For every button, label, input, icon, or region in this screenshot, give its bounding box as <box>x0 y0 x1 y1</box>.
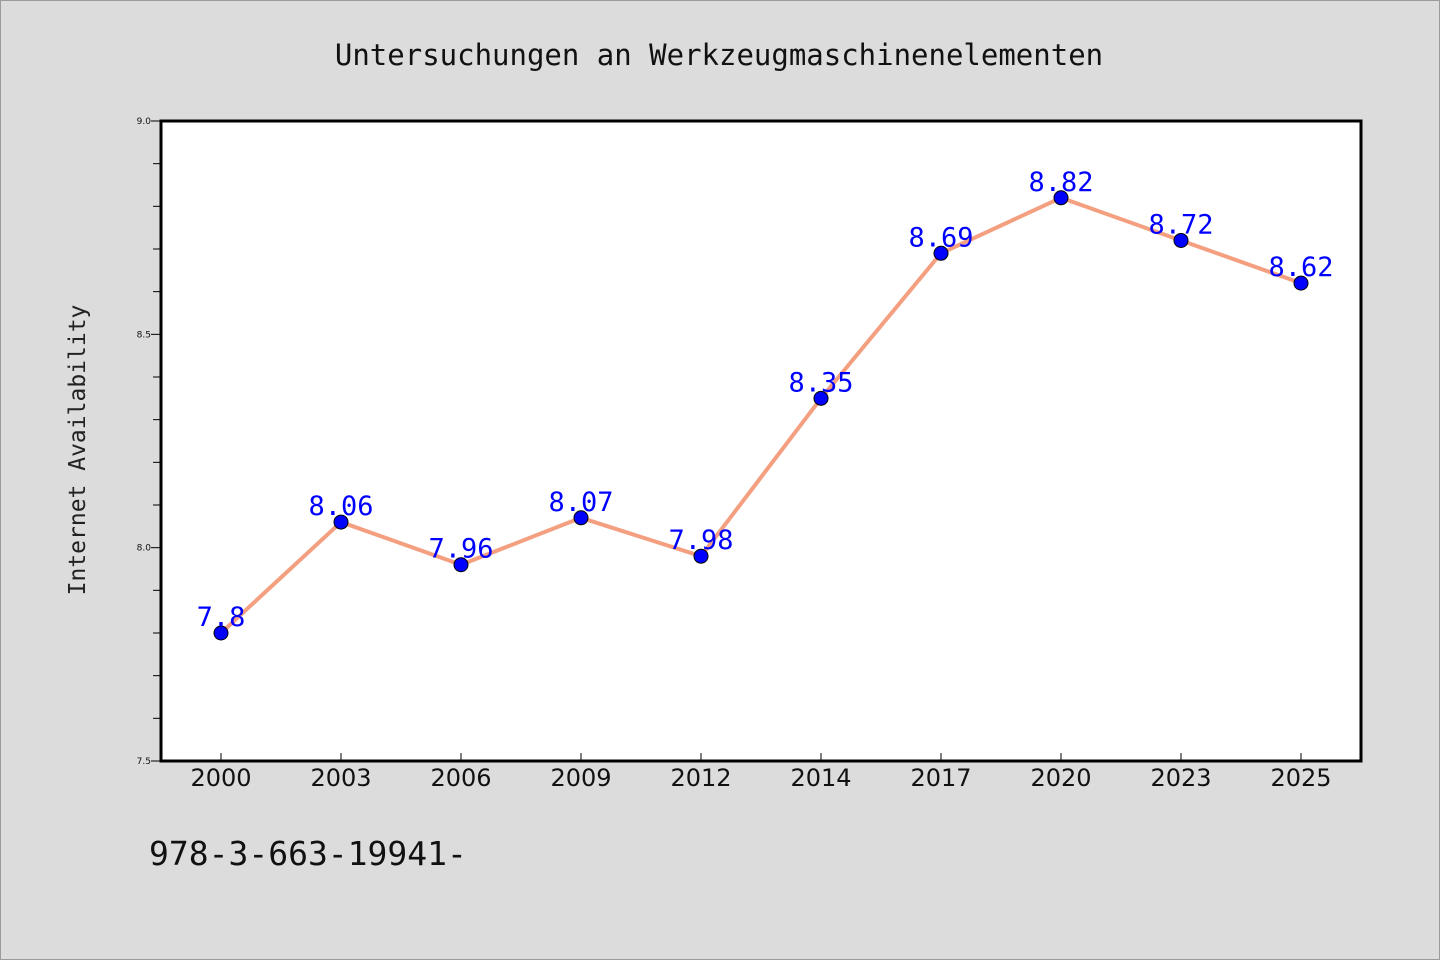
y-tick-label: 8.5 <box>137 330 151 340</box>
data-label: 8.07 <box>548 487 613 518</box>
x-tick-label: 2014 <box>790 764 851 792</box>
data-label: 8.72 <box>1148 209 1213 240</box>
data-point <box>1293 275 1309 291</box>
data-point <box>213 625 229 641</box>
data-label: 7.8 <box>197 602 246 633</box>
data-label: 8.62 <box>1268 252 1333 283</box>
chart-title: Untersuchungen an Werkzeugmaschineneleme… <box>335 38 1103 72</box>
x-tick-label: 2009 <box>550 764 611 792</box>
series-line <box>219 195 1303 635</box>
data-point <box>573 510 589 526</box>
data-point <box>333 514 349 530</box>
x-tick-label: 2003 <box>310 764 371 792</box>
data-series: 7.8 8.06 7.96 8.07 7.98 8.35 8.69 8.82 8.72 8.62 <box>197 167 1334 641</box>
data-point <box>1053 190 1069 206</box>
data-point <box>1173 232 1189 248</box>
data-label: 7.98 <box>668 525 733 556</box>
data-point <box>453 557 469 573</box>
plot-area <box>159 119 1363 763</box>
data-label: 8.82 <box>1028 167 1093 198</box>
footer-code: 978-3-663-19941- <box>149 834 467 873</box>
data-label: 8.69 <box>908 222 973 253</box>
data-label: 8.35 <box>788 367 853 398</box>
x-tick-label: 2020 <box>1030 764 1091 792</box>
y-axis-ticks: 7.5 8.0 8.5 9.0 <box>137 117 161 767</box>
x-axis-ticks: 2000 2003 2006 2009 2012 2014 2017 2020 2023 2025 <box>190 753 1332 792</box>
data-point <box>813 390 829 406</box>
x-tick-label: 2012 <box>670 764 731 792</box>
data-label: 7.96 <box>428 534 493 565</box>
y-tick-label: 8.0 <box>137 544 152 554</box>
x-tick-label: 2006 <box>430 764 491 792</box>
data-point <box>933 245 949 261</box>
y-tick-label: 9.0 <box>137 117 152 127</box>
y-axis-label: Internet Availability <box>65 305 91 596</box>
x-tick-label: 2000 <box>190 764 251 792</box>
x-tick-label: 2023 <box>1150 764 1211 792</box>
data-point <box>693 548 709 564</box>
x-tick-label: 2025 <box>1270 764 1331 792</box>
data-label: 8.06 <box>308 491 373 522</box>
x-tick-label: 2017 <box>910 764 971 792</box>
y-tick-label: 7.5 <box>137 757 151 767</box>
